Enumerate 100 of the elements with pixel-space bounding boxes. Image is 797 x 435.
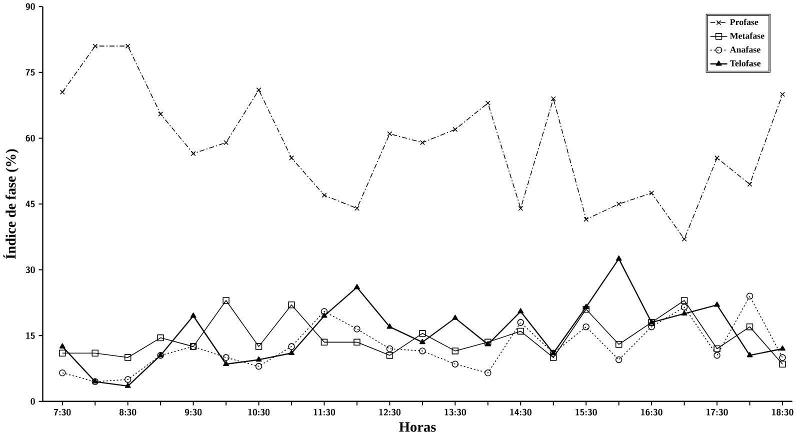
point: [550, 354, 557, 361]
point: [256, 87, 262, 92]
x-tick-label: 11:30: [314, 408, 336, 416]
point: [288, 301, 295, 308]
point: [484, 369, 492, 376]
point: [223, 360, 230, 366]
x-tick-label: 15:30: [576, 408, 597, 416]
point: [320, 308, 328, 315]
point: [584, 216, 589, 222]
point: [714, 301, 720, 307]
point: [747, 182, 752, 187]
x-tick-label: 10:30: [248, 408, 270, 416]
x-tick-label: 9:30: [184, 408, 202, 416]
point: [255, 362, 262, 370]
point: [419, 338, 426, 344]
point: [190, 312, 196, 318]
x-tick-label: 14:30: [510, 408, 532, 416]
point: [92, 350, 98, 356]
point: [517, 319, 524, 326]
point: [386, 345, 394, 352]
point: [485, 100, 490, 106]
legend-label: Profase: [730, 18, 758, 26]
point: [746, 352, 753, 358]
legend-label: Telofase: [730, 60, 761, 66]
y-tick-label: 15: [26, 332, 35, 339]
point: [386, 323, 393, 329]
point: [157, 334, 164, 342]
point: [224, 140, 229, 146]
point: [59, 343, 66, 348]
point: [354, 326, 360, 332]
x-axis-title: Horas: [399, 422, 436, 432]
point: [518, 206, 524, 211]
point: [124, 382, 131, 388]
point: [452, 348, 459, 354]
y-tick-label: 90: [26, 3, 35, 10]
point: [124, 376, 132, 383]
point: [419, 330, 426, 337]
point: [779, 354, 786, 361]
legend-label: Anafase: [730, 46, 760, 53]
point: [354, 338, 360, 346]
point: [222, 354, 230, 361]
point: [420, 140, 425, 146]
point: [518, 308, 524, 314]
point: [550, 96, 556, 102]
x-tick-label: 8:30: [120, 408, 136, 416]
x-tick-label: 17:30: [706, 408, 728, 416]
point: [779, 360, 786, 368]
point: [59, 369, 66, 376]
y-tick-label: 30: [26, 266, 35, 274]
point: [288, 343, 295, 350]
point: [452, 314, 458, 320]
point: [256, 356, 262, 362]
legend-label: Metafase: [730, 32, 764, 39]
point: [354, 206, 360, 211]
point: [452, 360, 459, 368]
point: [714, 352, 720, 359]
y-tick-label: 75: [26, 69, 35, 76]
y-tick-label: 0: [30, 398, 35, 405]
point: [780, 345, 786, 351]
point: [615, 340, 622, 348]
point: [680, 297, 688, 304]
point: [125, 44, 130, 49]
point: [288, 350, 294, 355]
point: [321, 312, 328, 318]
point: [649, 190, 654, 196]
x-tick-label: 12:30: [379, 408, 401, 416]
x-tick-label: 7:30: [54, 408, 71, 416]
point: [255, 343, 262, 350]
point: [714, 345, 720, 352]
point: [124, 354, 132, 361]
point: [289, 155, 294, 160]
point: [59, 350, 66, 356]
point: [322, 192, 327, 198]
point: [714, 155, 720, 160]
y-axis-title: Índice de fase (%): [3, 149, 19, 259]
point: [582, 323, 590, 330]
point: [517, 328, 524, 335]
point: [158, 112, 164, 117]
y-tick-label: 45: [26, 200, 35, 208]
point: [680, 304, 688, 310]
point: [648, 323, 655, 330]
point: [746, 292, 754, 300]
point: [615, 356, 622, 364]
point: [616, 255, 622, 261]
x-tick-label: 16:30: [641, 408, 662, 416]
point: [222, 297, 230, 304]
point: [190, 151, 196, 156]
y-tick-label: 60: [26, 134, 35, 142]
point: [387, 131, 392, 136]
point: [92, 44, 98, 49]
point: [419, 348, 426, 354]
point: [780, 92, 786, 97]
point: [320, 338, 328, 346]
point: [60, 90, 65, 95]
point: [583, 304, 590, 309]
point: [616, 201, 622, 206]
x-tick-label: 18:30: [772, 408, 794, 416]
point: [746, 323, 754, 330]
point: [386, 352, 394, 359]
point: [452, 126, 458, 132]
